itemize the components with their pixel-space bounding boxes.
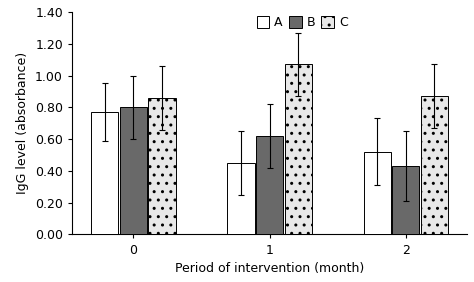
Bar — [228, 163, 255, 234]
Bar — [421, 96, 448, 234]
X-axis label: Period of intervention (month): Period of intervention (month) — [175, 262, 364, 275]
Bar — [256, 136, 283, 234]
Bar — [91, 112, 118, 234]
Bar — [392, 166, 419, 234]
Bar — [148, 98, 175, 234]
Y-axis label: IgG level (absorbance): IgG level (absorbance) — [17, 52, 29, 194]
Bar — [120, 107, 147, 234]
Bar — [284, 64, 312, 234]
Bar — [364, 152, 391, 234]
Legend: A, B, C: A, B, C — [255, 14, 350, 32]
